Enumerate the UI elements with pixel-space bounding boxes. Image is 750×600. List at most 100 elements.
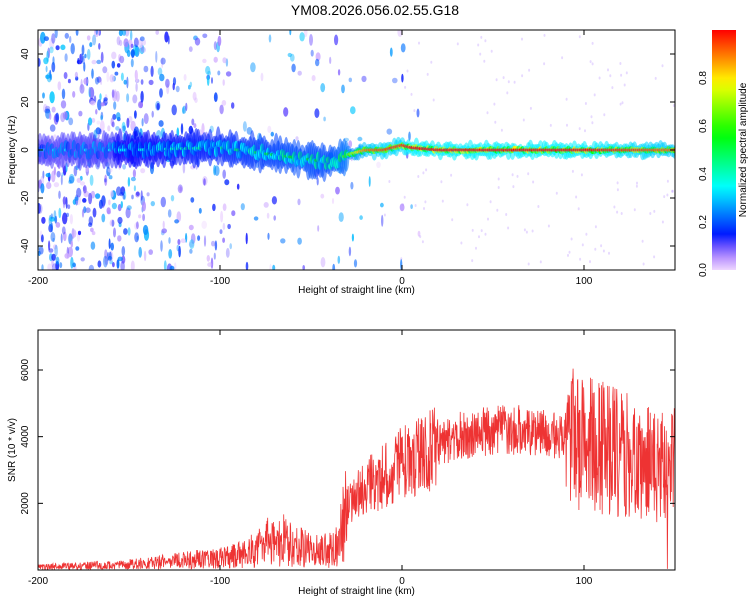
heatmap-noise-cell bbox=[95, 30, 98, 35]
heatmap-noise-cell bbox=[381, 214, 384, 227]
heatmap-noise-cell bbox=[143, 250, 147, 262]
heatmap-noise-cell bbox=[157, 67, 163, 76]
heatmap-noise-cell bbox=[207, 262, 213, 267]
heatmap-noise-cell bbox=[611, 86, 614, 90]
heatmap-noise-cell bbox=[94, 77, 100, 85]
heatmap-noise-cell bbox=[404, 85, 407, 89]
heatmap-noise-cell bbox=[591, 41, 594, 45]
heatmap-noise-cell bbox=[115, 112, 121, 121]
heatmap-noise-cell bbox=[118, 30, 123, 37]
heatmap-noise-cell bbox=[108, 238, 111, 249]
heatmap-noise-cell bbox=[222, 57, 227, 64]
heatmap-noise-cell bbox=[42, 92, 45, 99]
heatmap-noise-cell bbox=[577, 207, 580, 211]
heatmap-noise-cell bbox=[178, 245, 181, 258]
heatmap-noise-cell bbox=[341, 84, 345, 94]
heatmap-noise-cell bbox=[543, 62, 546, 66]
heatmap-noise-cell bbox=[89, 174, 94, 186]
heatmap-noise-cell bbox=[58, 207, 62, 219]
heatmap-noise-cell bbox=[117, 235, 122, 242]
heatmap-noise-cell bbox=[528, 68, 531, 72]
heatmap-noise-cell bbox=[70, 240, 74, 248]
heatmap-noise-cell bbox=[495, 78, 498, 82]
heatmap-noise-cell bbox=[663, 195, 666, 199]
heatmap-noise-cell bbox=[132, 169, 136, 178]
heatmap-noise-cell bbox=[121, 246, 126, 257]
heatmap-noise-cell bbox=[386, 128, 393, 135]
heatmap-noise-cell bbox=[197, 235, 201, 241]
heatmap-noise-cell bbox=[480, 229, 483, 233]
heatmap-noise-cell bbox=[654, 76, 657, 80]
heatmap-noise-cell bbox=[81, 44, 85, 56]
heatmap-noise-cell bbox=[539, 260, 542, 264]
heatmap-noise-cell bbox=[92, 207, 97, 218]
heatmap-noise-cell bbox=[107, 125, 111, 132]
heatmap-noise-cell bbox=[231, 210, 236, 217]
heatmap-noise-cell bbox=[62, 111, 68, 120]
heatmap-noise-cell bbox=[351, 233, 354, 242]
heatmap-noise-cell bbox=[283, 107, 289, 117]
heatmap-noise-cell bbox=[201, 122, 205, 135]
heatmap-noise-cell bbox=[578, 127, 581, 131]
heatmap-noise-cell bbox=[117, 258, 120, 269]
heatmap-noise-cell bbox=[96, 59, 102, 65]
heatmap-noise-cell bbox=[202, 33, 208, 39]
heatmap-noise-cell bbox=[290, 53, 295, 62]
heatmap-noise-cell bbox=[497, 177, 500, 181]
heatmap-noise-cell bbox=[116, 36, 121, 46]
heatmap-noise-cell bbox=[227, 223, 231, 230]
heatmap-noise-cell bbox=[115, 126, 120, 131]
heatmap-noise-cell bbox=[135, 191, 140, 196]
heatmap-noise-cell bbox=[272, 264, 276, 270]
heatmap-noise-cell bbox=[116, 186, 122, 196]
heatmap-noise-cell bbox=[213, 92, 218, 103]
heatmap-noise-cell bbox=[190, 233, 196, 245]
heatmap-noise-cell bbox=[188, 46, 193, 52]
heatmap-noise-cell bbox=[46, 72, 52, 83]
heatmap-noise-cell bbox=[126, 117, 130, 128]
heatmap-noise-cell bbox=[619, 102, 622, 106]
heatmap-noise-cell bbox=[148, 79, 154, 86]
heatmap-noise-cell bbox=[361, 75, 367, 83]
heatmap-noise-cell bbox=[50, 213, 54, 220]
heatmap-noise-cell bbox=[211, 77, 213, 84]
heatmap-noise-cell bbox=[65, 196, 68, 209]
heatmap-noise-cell bbox=[90, 100, 96, 106]
heatmap-noise-cell bbox=[49, 113, 52, 120]
heatmap-noise-cell bbox=[410, 204, 413, 210]
heatmap-noise-cell bbox=[502, 76, 505, 80]
heatmap-x-tick-label: 100 bbox=[576, 276, 593, 287]
heatmap-noise-cell bbox=[527, 172, 530, 176]
heatmap-noise-cell bbox=[64, 253, 70, 259]
heatmap-noise-cell bbox=[74, 196, 79, 201]
heatmap-y-tick-label: -40 bbox=[20, 238, 31, 253]
heatmap-noise-cell bbox=[142, 201, 146, 212]
heatmap-noise-cell bbox=[109, 219, 115, 227]
heatmap-noise-cell bbox=[496, 208, 499, 212]
heatmap-noise-cell bbox=[80, 79, 83, 91]
heatmap-noise-cell bbox=[590, 115, 593, 119]
heatmap-noise-cell bbox=[61, 88, 66, 100]
snr-x-tick-label: -100 bbox=[210, 576, 230, 587]
heatmap-noise-cell bbox=[594, 247, 597, 251]
heatmap-noise-cell bbox=[155, 30, 159, 35]
snr-series-line bbox=[38, 368, 675, 570]
heatmap-noise-cell bbox=[523, 228, 526, 232]
heatmap-noise-cell bbox=[108, 175, 113, 180]
heatmap-noise-cell bbox=[167, 209, 172, 218]
heatmap-noise-cell bbox=[225, 247, 230, 258]
heatmap-noise-cell bbox=[368, 176, 371, 187]
heatmap-noise-cell bbox=[100, 115, 103, 121]
heatmap-noise-cell bbox=[291, 63, 296, 73]
heatmap-noise-cell bbox=[160, 57, 166, 65]
heatmap-noise-cell bbox=[111, 219, 115, 227]
heatmap-noise-cell bbox=[140, 168, 146, 174]
heatmap-noise-cell bbox=[580, 173, 583, 177]
snr-y-axis-label: SNR (10 * v/v) bbox=[7, 418, 18, 482]
heatmap-noise-cell bbox=[49, 124, 56, 132]
heatmap-noise-cell bbox=[142, 213, 146, 222]
heatmap-noise-cell bbox=[649, 212, 652, 215]
heatmap-noise-cell bbox=[625, 71, 628, 75]
heatmap-noise-cell bbox=[271, 196, 277, 205]
heatmap-noise-cell bbox=[60, 100, 67, 109]
